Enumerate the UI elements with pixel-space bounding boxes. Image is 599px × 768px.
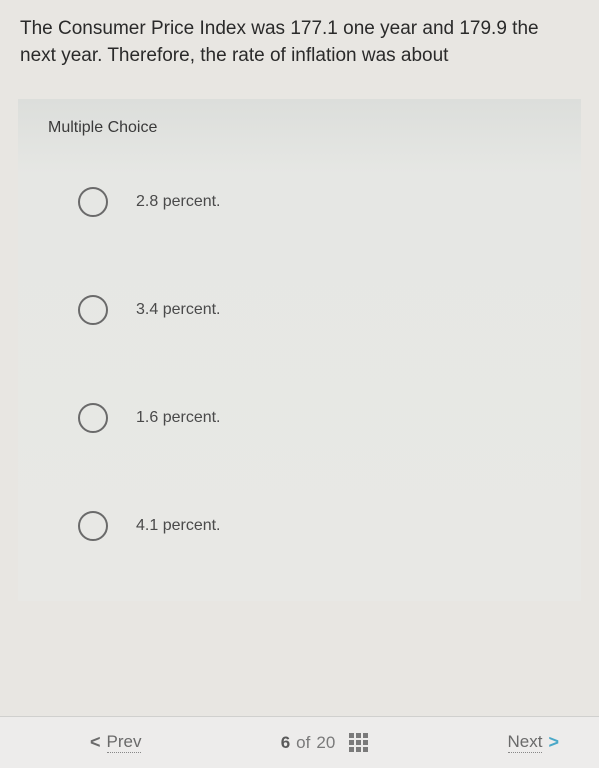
option-label: 1.6 percent. [136,409,221,427]
option-3[interactable]: 4.1 percent. [48,511,551,541]
prev-button[interactable]: < Prev [90,732,147,753]
radio-icon [78,295,108,325]
grid-icon[interactable] [349,733,368,752]
chevron-left-icon: < [90,732,101,753]
nav-bar: < Prev 6 of 20 Next > [0,716,599,768]
radio-icon [78,187,108,217]
mc-heading: Multiple Choice [48,119,551,137]
radio-icon [78,511,108,541]
nav-progress: 6 of 20 [281,733,369,753]
nav-of: of [296,733,310,753]
option-0[interactable]: 2.8 percent. [48,187,551,217]
chevron-right-icon: > [548,732,559,753]
next-button[interactable]: Next > [502,732,559,753]
option-label: 2.8 percent. [136,193,221,211]
nav-total: 20 [316,733,335,753]
prev-label: Prev [107,732,142,753]
question-text: The Consumer Price Index was 177.1 one y… [20,16,579,69]
next-label: Next [508,732,543,753]
nav-current: 6 [281,733,290,753]
question-area: The Consumer Price Index was 177.1 one y… [0,0,599,99]
option-label: 4.1 percent. [136,517,221,535]
option-2[interactable]: 1.6 percent. [48,403,551,433]
multiple-choice-container: Multiple Choice 2.8 percent. 3.4 percent… [18,99,581,601]
option-1[interactable]: 3.4 percent. [48,295,551,325]
option-label: 3.4 percent. [136,301,221,319]
radio-icon [78,403,108,433]
